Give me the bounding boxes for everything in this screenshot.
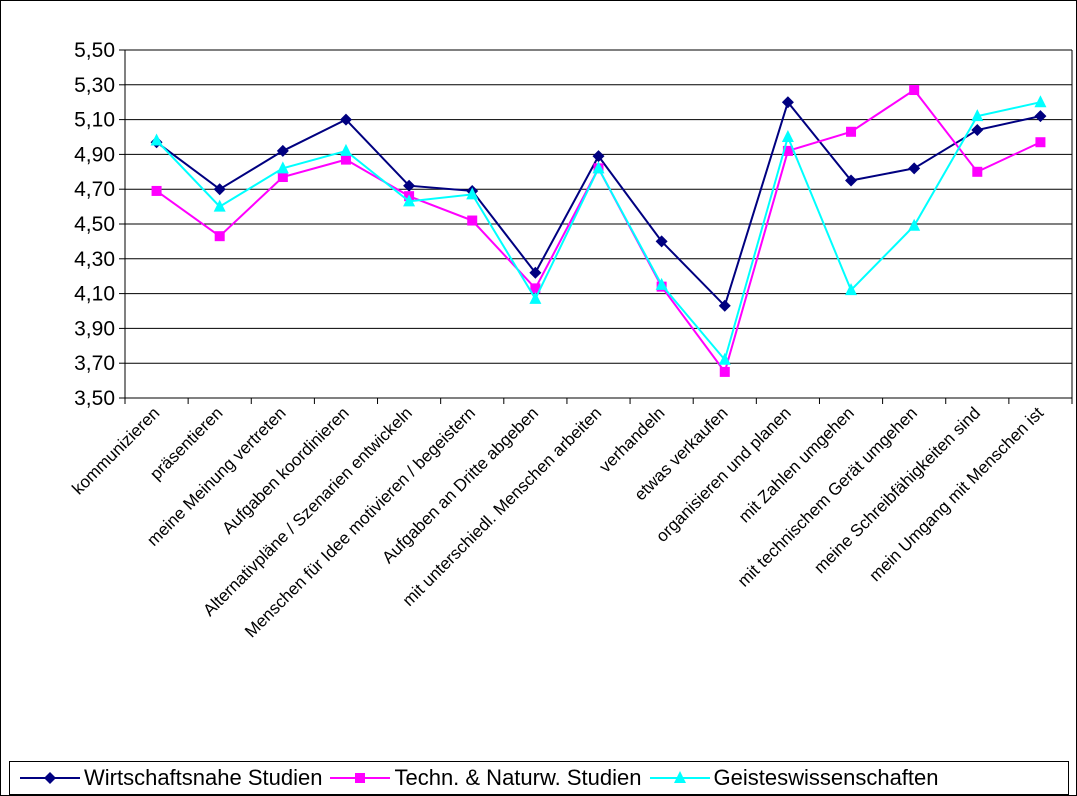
data-point xyxy=(339,113,352,126)
data-point xyxy=(655,235,668,248)
data-point xyxy=(276,161,289,174)
x-tick-label: kommunizieren xyxy=(68,403,163,498)
triangle-marker-icon xyxy=(649,771,710,783)
data-point xyxy=(845,174,858,187)
data-point xyxy=(781,96,794,109)
data-point xyxy=(466,187,479,200)
legend-label: Techn. & Naturw. Studien xyxy=(394,765,642,790)
data-point xyxy=(530,283,541,294)
y-tick-label: 5,50 xyxy=(74,39,115,62)
data-point xyxy=(276,144,289,157)
data-point xyxy=(1034,95,1047,108)
x-tick-label: mit Zahlen umgehen xyxy=(735,403,858,526)
data-point xyxy=(340,154,351,165)
data-point xyxy=(403,179,416,192)
square-marker-icon xyxy=(330,773,391,783)
axes xyxy=(119,49,1073,404)
y-tick-labels: 5,50 5,30 5,10 4,90 4,70 4,50 4,30 4,10 3,90 3,70… xyxy=(74,39,115,410)
data-point xyxy=(908,218,921,231)
data-point xyxy=(467,215,478,226)
data-point xyxy=(277,172,288,183)
data-point xyxy=(151,185,162,196)
legend-label: Geisteswissenschaften xyxy=(713,765,939,790)
y-tick-label: 5,10 xyxy=(74,109,115,132)
data-point xyxy=(1035,137,1046,148)
data-point xyxy=(719,366,730,377)
data-point xyxy=(845,283,858,296)
data-point xyxy=(150,133,163,146)
data-point xyxy=(908,162,921,175)
gridlines xyxy=(125,49,1072,364)
legend-label: Wirtschaftsnahe Studien xyxy=(84,765,323,790)
y-tick-label: 3,50 xyxy=(74,387,115,410)
data-point xyxy=(213,199,226,212)
y-tick-label: 4,30 xyxy=(74,248,115,271)
y-tick-label: 4,50 xyxy=(74,213,115,236)
data-point xyxy=(403,194,416,207)
data-point xyxy=(718,352,731,365)
data-point xyxy=(529,291,542,304)
data-point xyxy=(592,150,605,163)
data-point xyxy=(782,145,793,156)
y-tick-label: 4,90 xyxy=(74,143,115,166)
data-point xyxy=(1034,110,1047,123)
y-tick-label: 5,30 xyxy=(74,74,115,97)
series-line xyxy=(155,101,1041,362)
x-tick-label: Aufgaben koordinieren xyxy=(218,403,352,537)
data-point xyxy=(972,166,983,177)
diamond-marker-icon xyxy=(20,772,80,784)
data-point xyxy=(846,126,857,137)
data-point xyxy=(971,124,984,137)
legend-item-geistes: Geisteswissenschaften xyxy=(649,765,939,791)
data-point xyxy=(971,109,984,122)
data-point xyxy=(213,183,226,196)
data-point xyxy=(592,161,605,174)
legend-item-wirtschaft: Wirtschaftsnahe Studien xyxy=(20,765,322,791)
legend-item-techn: Techn. & Naturw. Studien xyxy=(330,765,642,791)
y-tick-label: 3,90 xyxy=(74,317,115,340)
y-tick-label: 3,70 xyxy=(74,352,115,375)
y-tick-label: 4,10 xyxy=(74,283,115,306)
legend: Wirtschaftsnahe Studien Techn. & Naturw.… xyxy=(9,761,1069,795)
series xyxy=(150,85,1047,377)
data-point xyxy=(339,143,352,156)
y-tick-label: 4,70 xyxy=(74,178,115,201)
data-point xyxy=(909,85,920,96)
data-point xyxy=(655,277,668,290)
data-point xyxy=(529,266,542,279)
series-line xyxy=(155,100,1041,308)
data-point xyxy=(718,299,731,312)
data-point xyxy=(781,130,794,142)
x-tick-label: Menschen für Idee motivieren / begeister… xyxy=(241,403,479,641)
data-point xyxy=(214,231,225,242)
